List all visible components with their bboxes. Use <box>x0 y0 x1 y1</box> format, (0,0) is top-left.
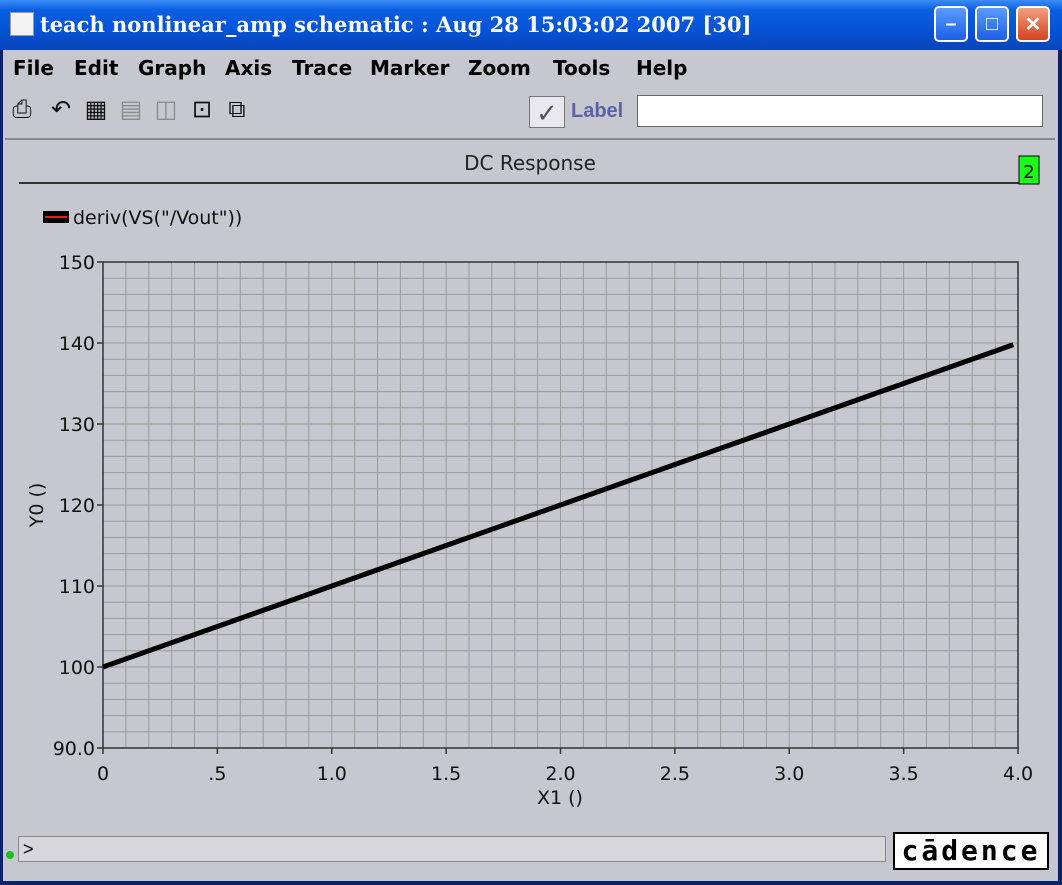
legend-entry[interactable]: deriv(VS("/Vout")) <box>73 207 242 229</box>
menu-edit[interactable]: Edit <box>74 56 119 80</box>
title-bar[interactable]: teach nonlinear_amp schematic : Aug 28 1… <box>0 0 1062 50</box>
strip-icon[interactable]: ▤ <box>119 96 143 123</box>
cadence-logo: cādence <box>893 832 1049 870</box>
y-tick-label: 150 <box>59 252 95 274</box>
subwindow-icon[interactable]: ⧉ <box>228 96 246 123</box>
graph-canvas[interactable]: DC Response 2 deriv(VS("/Vout")) 0 .5 1.0 1… <box>5 138 1055 824</box>
menu-axis[interactable]: Axis <box>225 56 273 80</box>
x-tick-label: 2.5 <box>660 763 690 785</box>
x-tick-label: 3.5 <box>889 763 919 785</box>
maximize-icon: □ <box>985 12 999 35</box>
command-input[interactable]: > <box>18 836 886 862</box>
menu-zoom[interactable]: Zoom <box>468 56 531 80</box>
undo-icon[interactable]: ↶ <box>50 96 72 123</box>
window-number: 2 <box>1023 162 1034 183</box>
label-input[interactable] <box>637 95 1043 127</box>
close-icon: ✕ <box>1024 13 1042 36</box>
menu-marker[interactable]: Marker <box>370 56 450 80</box>
x-tick-label: 3.0 <box>774 763 804 785</box>
menu-file[interactable]: File <box>13 56 54 80</box>
minimize-icon: – <box>945 12 957 35</box>
window-title: teach nonlinear_amp schematic : Aug 28 1… <box>40 12 752 37</box>
graph-header: DC Response <box>464 151 596 175</box>
label-checkbox[interactable]: ✓ <box>529 96 565 128</box>
window-number-box[interactable] <box>1018 155 1040 185</box>
y-tick-label: 100 <box>59 657 95 679</box>
menu-graph[interactable]: Graph <box>138 56 207 80</box>
y-tick-label: 110 <box>59 576 95 598</box>
dc-response-plot[interactable]: DC Response 2 deriv(VS("/Vout")) 0 .5 1.0 1… <box>5 140 1055 824</box>
trace-deriv-vout[interactable] <box>102 342 1015 670</box>
y-tick-label: 130 <box>59 414 95 436</box>
y-axis-label: Y0 () <box>26 483 48 529</box>
status-bar: > cādence <box>3 825 1058 881</box>
menu-bar: File Edit Graph Axis Trace Marker Zoom T… <box>3 50 1058 86</box>
x-tick-label: 1.0 <box>317 763 347 785</box>
x-tick-label: 1.5 <box>431 763 461 785</box>
menu-trace[interactable]: Trace <box>292 56 353 80</box>
toolbar: ⎙ ↶ ▦ ▤ ◫ ⊡ ⧉ <box>3 88 1058 132</box>
maximize-button[interactable]: □ <box>975 6 1009 42</box>
checkmark-icon: ✓ <box>536 98 558 128</box>
y-tick-label: 140 <box>59 333 95 355</box>
x-tick-label: 0 <box>97 763 109 785</box>
composite-icon[interactable]: ◫ <box>154 96 178 123</box>
x-tick-label: 4.0 <box>1003 763 1033 785</box>
print-icon[interactable]: ⎙ <box>12 96 32 123</box>
x-tick-label: 2.0 <box>545 763 575 785</box>
y-tick-label: 120 <box>59 495 95 517</box>
y-tick-label: 90.0 <box>53 738 95 760</box>
grid-icon[interactable]: ▦ <box>84 96 108 123</box>
close-button[interactable]: ✕ <box>1016 6 1050 42</box>
x-tick-label: .5 <box>208 763 226 785</box>
menu-help[interactable]: Help <box>636 56 688 80</box>
app-icon <box>10 12 34 36</box>
menu-tools[interactable]: Tools <box>553 56 611 80</box>
main-frame: File Edit Graph Axis Trace Marker Zoom T… <box>3 50 1058 881</box>
fit-icon[interactable]: ⊡ <box>191 96 213 123</box>
x-axis-label: X1 () <box>537 787 583 809</box>
label-caption: Label <box>571 100 624 122</box>
status-dot-icon <box>6 851 14 859</box>
minimize-button[interactable]: – <box>934 6 968 42</box>
